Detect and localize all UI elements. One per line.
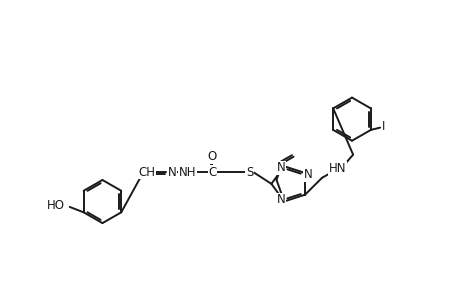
Text: O: O	[207, 150, 217, 164]
Text: N: N	[303, 168, 312, 181]
Text: S: S	[246, 166, 253, 179]
Text: HN: HN	[328, 162, 346, 175]
Text: C: C	[208, 166, 216, 179]
Text: I: I	[381, 120, 384, 134]
Text: N: N	[168, 166, 176, 179]
Text: HO: HO	[47, 199, 65, 212]
Text: N: N	[276, 194, 285, 206]
Text: NH: NH	[179, 166, 196, 179]
Text: CH: CH	[138, 166, 155, 179]
Text: N: N	[276, 161, 285, 174]
